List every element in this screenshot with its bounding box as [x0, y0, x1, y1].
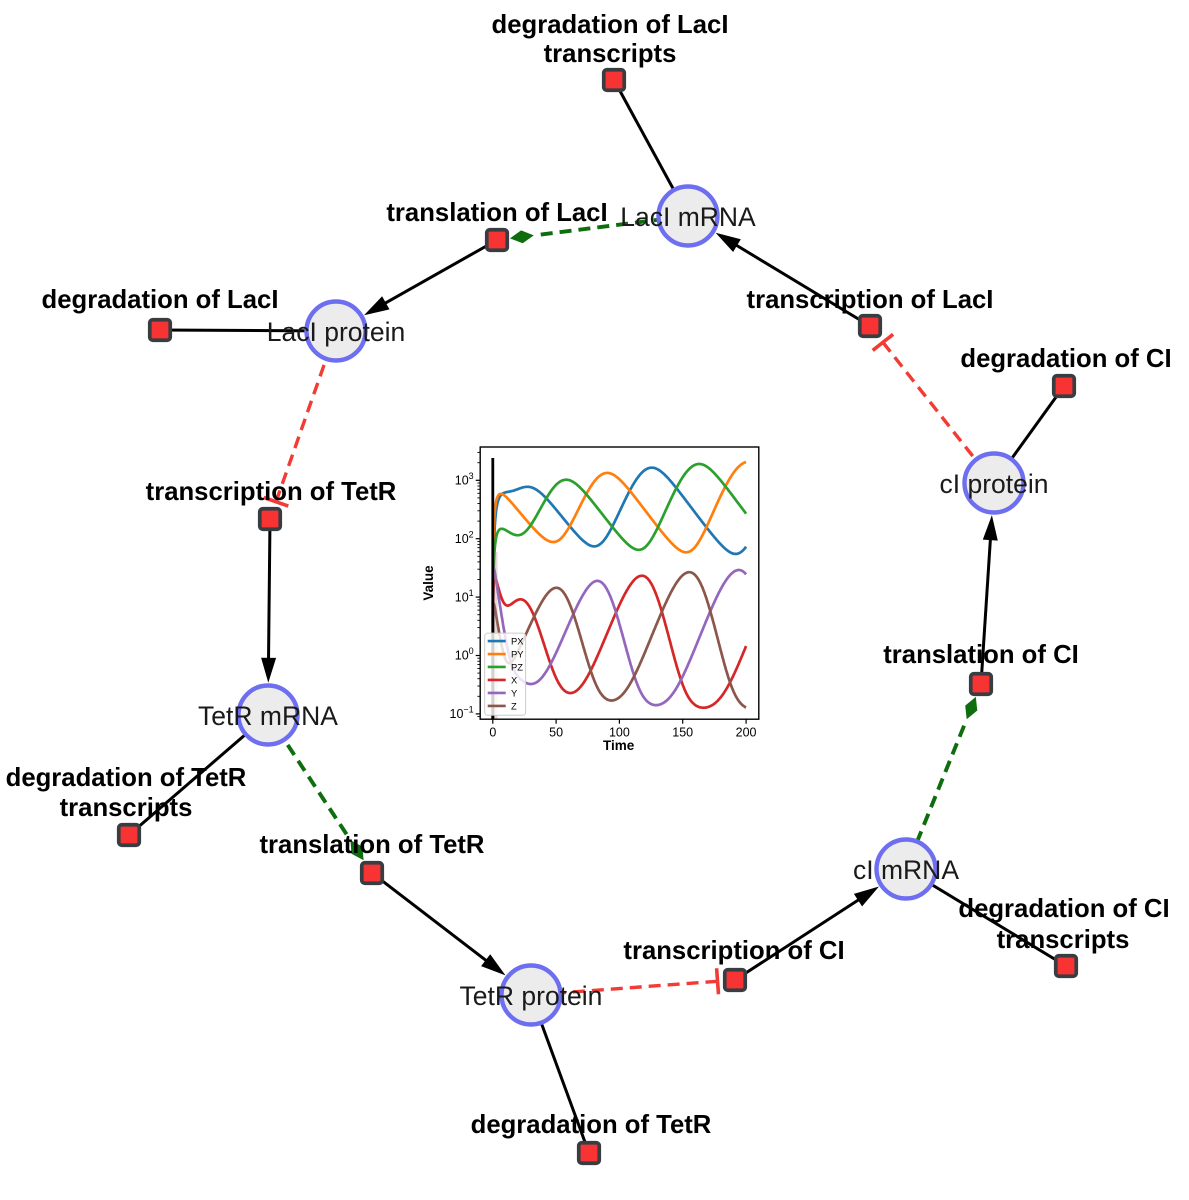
svg-text:Z: Z	[511, 700, 517, 711]
svg-text:degradation of LacI: degradation of LacI	[42, 286, 279, 314]
svg-text:TetR protein: TetR protein	[460, 981, 603, 1011]
svg-text:0: 0	[489, 726, 496, 740]
svg-text:transcripts: transcripts	[997, 926, 1130, 954]
svg-text:PY: PY	[511, 649, 524, 660]
svg-text:PX: PX	[511, 636, 524, 647]
svg-text:degradation of CI: degradation of CI	[958, 895, 1169, 923]
svg-text:103: 103	[455, 471, 474, 488]
svg-text:transcripts: transcripts	[60, 794, 193, 822]
svg-text:transcripts: transcripts	[544, 40, 677, 68]
svg-text:cI mRNA: cI mRNA	[853, 855, 959, 885]
svg-text:LacI mRNA: LacI mRNA	[620, 202, 756, 232]
svg-text:degradation of TetR: degradation of TetR	[6, 764, 247, 792]
svg-text:Value: Value	[421, 565, 436, 601]
svg-text:102: 102	[455, 529, 474, 546]
svg-text:transcription of TetR: transcription of TetR	[146, 478, 397, 506]
svg-text:translation of TetR: translation of TetR	[259, 831, 484, 859]
svg-text:PZ: PZ	[511, 661, 523, 672]
svg-text:degradation of CI: degradation of CI	[960, 345, 1171, 373]
svg-text:LacI protein: LacI protein	[267, 317, 405, 347]
svg-text:Time: Time	[603, 738, 635, 753]
svg-text:TetR mRNA: TetR mRNA	[198, 701, 338, 731]
svg-text:X: X	[511, 674, 518, 685]
svg-text:degradation of LacI: degradation of LacI	[492, 11, 729, 39]
svg-text:transcription of LacI: transcription of LacI	[747, 286, 994, 314]
svg-text:degradation of TetR: degradation of TetR	[471, 1111, 712, 1139]
svg-text:100: 100	[609, 726, 630, 740]
svg-text:100: 100	[455, 646, 474, 663]
svg-text:Y: Y	[511, 687, 518, 698]
svg-text:translation of LacI: translation of LacI	[386, 199, 607, 227]
svg-text:translation of CI: translation of CI	[883, 641, 1079, 669]
svg-text:200: 200	[736, 726, 757, 740]
svg-text:10−1: 10−1	[450, 705, 474, 722]
svg-text:transcription of CI: transcription of CI	[623, 937, 844, 965]
svg-text:cI protein: cI protein	[939, 469, 1048, 499]
svg-text:50: 50	[549, 726, 563, 740]
svg-text:150: 150	[672, 726, 693, 740]
svg-text:101: 101	[455, 588, 474, 605]
